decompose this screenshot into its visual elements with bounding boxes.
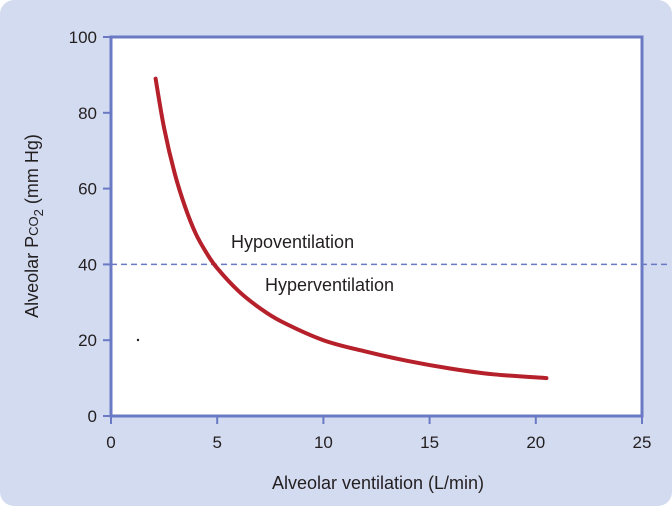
x-tick-label: 15 bbox=[420, 433, 439, 452]
hyperventilation-label: Hyperventilation bbox=[265, 275, 394, 295]
x-axis-ticks: 0 5 10 15 20 25 bbox=[106, 416, 651, 452]
y-tick-label: 100 bbox=[69, 28, 97, 47]
x-tick-label: 25 bbox=[633, 433, 652, 452]
y-tick-label: 80 bbox=[78, 104, 97, 123]
y-axis-title-small: CO bbox=[26, 216, 41, 236]
y-tick-label: 20 bbox=[78, 331, 97, 350]
x-tick-label: 20 bbox=[526, 433, 545, 452]
series-line bbox=[153, 76, 549, 381]
y-axis-title-subscript: 2 bbox=[31, 209, 46, 216]
y-axis-ticks: 0 20 40 60 80 100 bbox=[69, 28, 111, 426]
hypoventilation-label: Hypoventilation bbox=[231, 232, 354, 252]
y-axis-title-main: Alveolar P bbox=[22, 236, 42, 318]
x-axis-title: Alveolar ventilation (L/min) bbox=[272, 473, 484, 493]
y-tick-label: 40 bbox=[78, 255, 97, 274]
y-tick-label: 60 bbox=[78, 180, 97, 199]
x-tick-label: 5 bbox=[212, 433, 221, 452]
x-tick-label: 0 bbox=[106, 433, 115, 452]
y-axis-title: Alveolar PCO2 (mm Hg) bbox=[22, 134, 46, 318]
y-axis-title-rest: (mm Hg) bbox=[22, 134, 42, 209]
stray-dot bbox=[136, 338, 140, 342]
y-tick-label: 0 bbox=[88, 407, 97, 426]
x-tick-label: 10 bbox=[314, 433, 333, 452]
